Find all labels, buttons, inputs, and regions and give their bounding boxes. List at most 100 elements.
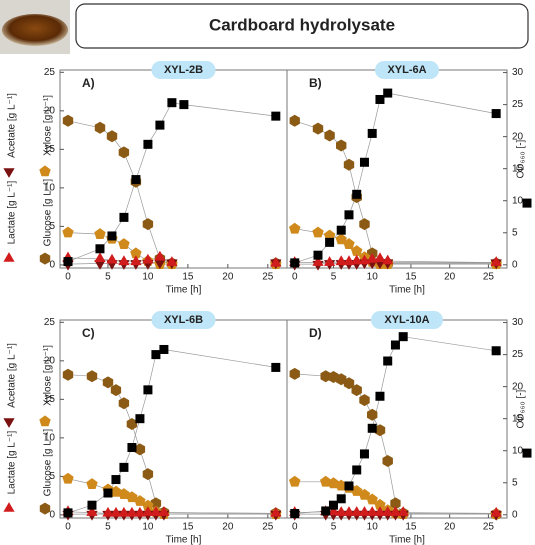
marker [290, 258, 300, 268]
y-tick-label: 15 [44, 144, 56, 155]
y2-tick-label: 30 [512, 317, 524, 328]
x-axis-label: Time [h] [166, 535, 202, 545]
marker [118, 397, 130, 410]
marker [166, 256, 178, 266]
y2-tick-label: 5 [512, 227, 518, 238]
x-tick-label: 10 [142, 272, 154, 283]
x-tick-label: 10 [142, 522, 154, 533]
marker [335, 255, 347, 266]
marker [126, 418, 138, 430]
marker [351, 254, 363, 265]
series-line [294, 336, 497, 514]
plot-frame [286, 319, 508, 519]
x-tick-label: 0 [65, 522, 71, 533]
series-line [67, 478, 276, 515]
x-tick-label: 20 [222, 522, 234, 533]
marker [94, 121, 106, 134]
panel-title-pill [151, 311, 216, 329]
series-line [67, 374, 276, 514]
marker [106, 130, 118, 143]
marker [358, 506, 371, 516]
marker [336, 139, 347, 152]
x-tick-label: 5 [331, 272, 337, 283]
marker [142, 218, 154, 231]
y2-tick-label: 25 [512, 99, 524, 110]
series-line [68, 121, 276, 264]
marker [119, 212, 129, 222]
marker [86, 506, 98, 516]
panel-title-pill [151, 61, 216, 79]
marker [110, 506, 122, 517]
panel-title-pill [371, 311, 443, 329]
marker [134, 495, 146, 506]
legend-label: Xylose [g L⁻¹] [43, 345, 54, 406]
legend-marker [522, 448, 532, 458]
marker [367, 128, 377, 138]
marker [366, 506, 378, 516]
marker [323, 229, 336, 241]
legend-marker [39, 502, 51, 515]
marker [490, 506, 502, 517]
marker [62, 472, 74, 484]
panel-annotation: D) [309, 326, 322, 340]
y2-tick-label: 0 [512, 509, 518, 520]
panel-annotation: A) [82, 76, 95, 90]
marker [327, 505, 340, 516]
marker [102, 376, 114, 389]
marker [86, 370, 98, 383]
plot-frame [286, 69, 508, 269]
marker [142, 506, 154, 516]
x-tick-label: 25 [483, 522, 495, 533]
x-tick-label: 20 [444, 522, 456, 533]
panel-annotation: C) [82, 326, 95, 340]
y-tick-label: 15 [44, 394, 56, 405]
marker [344, 481, 354, 491]
legend-label: Lactate [g L⁻¹] [7, 181, 18, 245]
marker [344, 210, 354, 220]
marker [150, 506, 162, 516]
legend-label: Xylose [g L⁻¹] [43, 95, 54, 156]
marker [63, 508, 73, 518]
marker [102, 506, 114, 517]
marker [382, 254, 394, 265]
marker [289, 222, 301, 234]
legend-label: OD₆₆₀ [-] [516, 389, 527, 428]
marker [313, 250, 323, 260]
marker [151, 350, 161, 360]
marker [359, 394, 370, 407]
marker [366, 253, 378, 263]
marker [126, 506, 138, 517]
marker [336, 494, 346, 504]
marker [491, 346, 501, 356]
marker [289, 367, 300, 380]
marker [131, 175, 141, 185]
x-tick-label: 20 [444, 272, 456, 283]
marker [491, 109, 501, 119]
series-line [294, 92, 497, 264]
marker [62, 226, 74, 238]
legend-marker [3, 252, 15, 262]
y-tick-label: 10 [44, 183, 56, 194]
marker [118, 238, 130, 249]
legend-label: Lactate [g L⁻¹] [7, 431, 18, 495]
marker [159, 344, 169, 354]
panel-title-pill [375, 61, 439, 79]
series-line [67, 349, 276, 514]
y2-tick-label: 5 [512, 477, 518, 488]
marker [390, 497, 401, 510]
x-axis-label: Time [h] [166, 285, 202, 296]
marker [312, 256, 324, 266]
marker [351, 384, 362, 397]
legend-marker [3, 168, 15, 178]
legend-marker [3, 502, 15, 512]
marker [359, 157, 369, 167]
marker [107, 231, 117, 241]
y2-tick-label: 30 [512, 67, 524, 78]
marker [490, 256, 502, 266]
marker [351, 506, 363, 516]
marker [119, 462, 129, 472]
y2-tick-label: 0 [512, 259, 518, 270]
y2-tick-label: 10 [512, 445, 524, 456]
marker [324, 129, 335, 142]
